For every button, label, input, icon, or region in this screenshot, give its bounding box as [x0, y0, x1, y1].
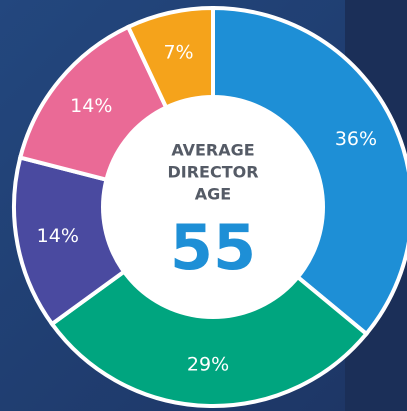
- slices: [12, 5, 407, 408]
- donut-hole: [101, 95, 325, 319]
- center-label: AVERAGE: [171, 141, 254, 160]
- center-label: AGE: [195, 185, 231, 204]
- slice-label: 14%: [70, 95, 112, 117]
- slice-label: 29%: [187, 353, 229, 375]
- center-value: 55: [170, 211, 256, 284]
- slice-label: 36%: [335, 128, 377, 150]
- center-label: DIRECTOR: [167, 163, 258, 182]
- slice-label: 14%: [37, 225, 79, 247]
- slice-label: 7%: [163, 41, 193, 63]
